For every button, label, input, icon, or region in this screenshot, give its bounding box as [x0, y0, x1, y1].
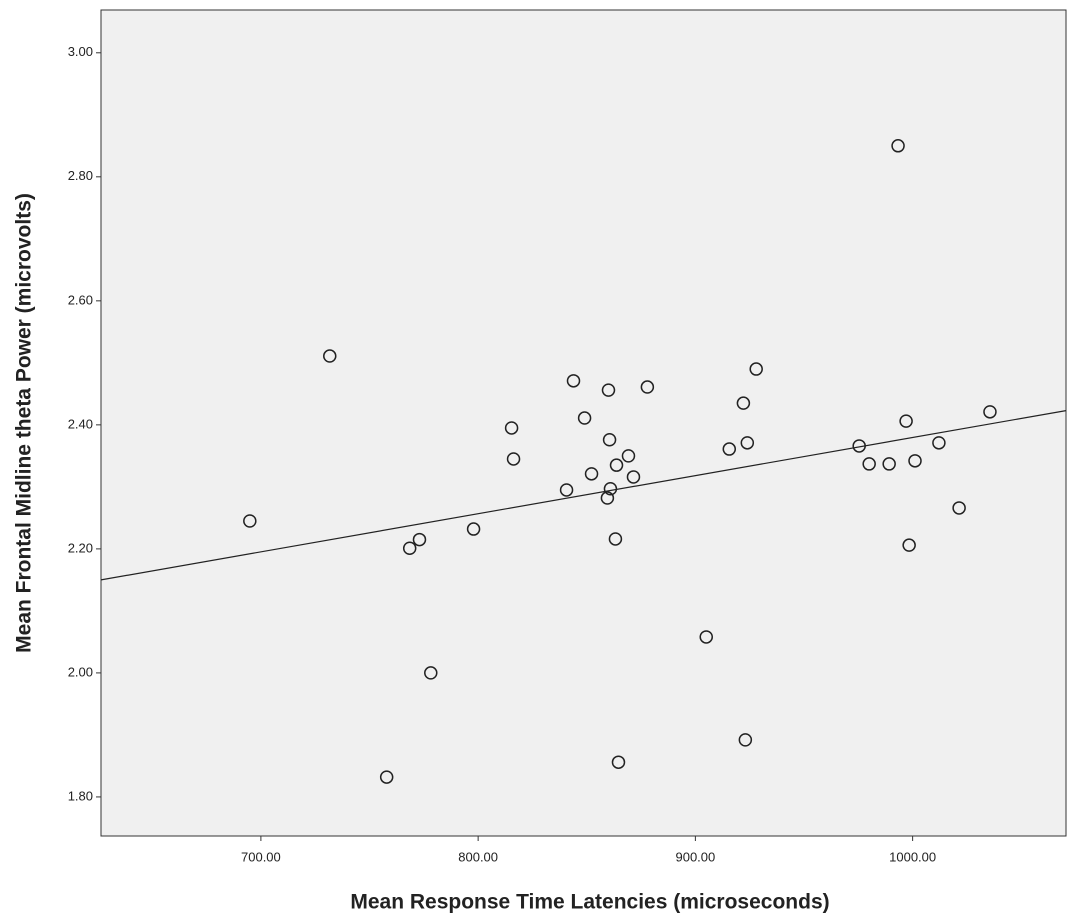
y-tick-label: 2.60 — [68, 292, 93, 307]
data-point — [424, 666, 438, 680]
x-tick-label: 700.00 — [241, 849, 281, 864]
x-tick-label: 800.00 — [458, 849, 498, 864]
data-point — [699, 630, 713, 644]
data-point — [577, 411, 592, 425]
data-point — [852, 439, 866, 453]
data-point — [379, 770, 394, 784]
data-point — [466, 522, 481, 536]
data-point — [566, 374, 581, 388]
data-point — [621, 449, 636, 463]
data-point — [952, 501, 966, 515]
data-point — [891, 139, 905, 153]
data-point — [504, 421, 519, 435]
y-tick-label: 3.00 — [68, 44, 93, 59]
fit-line — [100, 410, 1067, 581]
y-tick-label: 2.20 — [68, 540, 93, 555]
data-point — [736, 396, 751, 410]
y-axis-title: Mean Frontal Midline theta Power (microv… — [13, 193, 36, 653]
data-point — [983, 405, 997, 419]
y-tick-label: 2.00 — [68, 664, 93, 679]
data-point — [738, 733, 753, 747]
data-point — [740, 436, 755, 450]
data-point — [584, 467, 599, 481]
y-tick-label: 2.40 — [68, 416, 93, 431]
data-point — [862, 457, 876, 471]
x-axis-title: Mean Response Time Latencies (microsecon… — [350, 891, 829, 914]
data-point — [559, 483, 574, 497]
data-point — [626, 470, 641, 484]
data-point — [602, 432, 617, 447]
data-point — [908, 454, 922, 468]
y-tick-label: 1.80 — [68, 788, 93, 803]
data-point — [749, 362, 763, 376]
data-point — [640, 380, 655, 394]
data-point — [243, 514, 257, 528]
data-point — [722, 442, 737, 456]
data-point — [402, 541, 417, 556]
x-tick-label: 1000.00 — [889, 849, 936, 864]
data-point — [932, 436, 946, 450]
data-point — [882, 457, 896, 471]
data-point — [601, 383, 616, 397]
data-point — [323, 349, 337, 363]
y-tick-label: 2.80 — [68, 168, 93, 183]
data-point — [603, 481, 618, 496]
data-point — [609, 458, 624, 472]
plot-area — [100, 9, 1067, 837]
data-point — [412, 532, 427, 547]
data-point — [600, 491, 615, 505]
x-tick-label: 900.00 — [675, 849, 715, 864]
data-point — [506, 452, 521, 466]
data-point — [608, 532, 623, 546]
data-point — [611, 755, 626, 769]
data-point — [899, 414, 913, 428]
data-point — [902, 538, 916, 552]
